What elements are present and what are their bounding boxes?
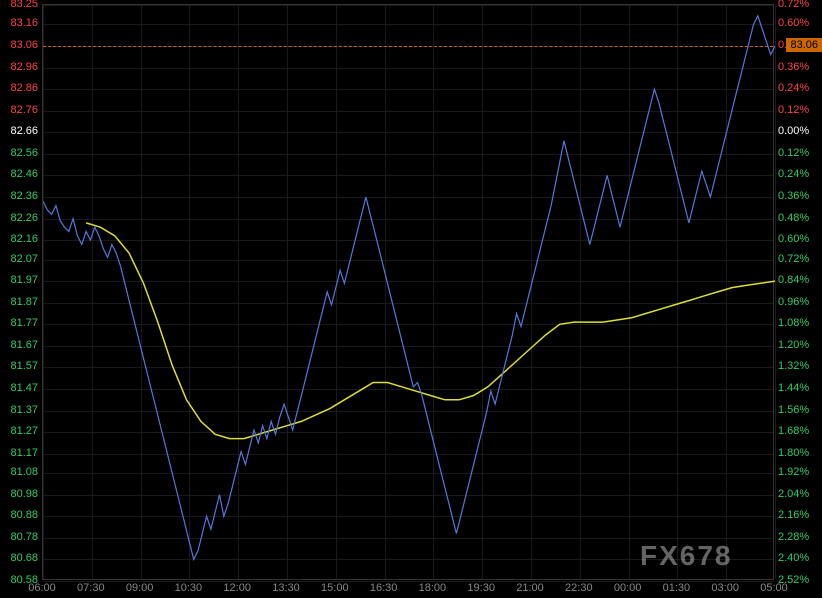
x-tick: 12:00 (223, 582, 251, 594)
x-tick: 05:00 (760, 582, 788, 594)
y-left-tick: 82.66 (10, 125, 38, 137)
y-right-tick: 1.68% (778, 425, 809, 437)
y-right-tick: 0.36% (778, 61, 809, 73)
y-right-tick: 0.60% (778, 233, 809, 245)
y-left-tick: 81.37 (10, 404, 38, 416)
y-right-tick: 0.24% (778, 168, 809, 180)
x-tick: 18:00 (419, 582, 447, 594)
x-tick: 01:30 (663, 582, 691, 594)
x-tick: 19:30 (467, 582, 495, 594)
y-left-tick: 82.56 (10, 147, 38, 159)
x-tick: 10:30 (175, 582, 203, 594)
y-left-tick: 80.88 (10, 509, 38, 521)
y-left-tick: 81.97 (10, 274, 38, 286)
y-axis-right: 0.72% 0.60% 0.48% 0.36% 0.24% 0.12% 0.00% 0.12%… (774, 0, 822, 580)
x-tick: 13:30 (272, 582, 300, 594)
y-right-tick: 0.48% (778, 212, 809, 224)
x-tick: 09:00 (126, 582, 154, 594)
y-left-tick: 82.96 (10, 61, 38, 73)
y-right-tick: 0.12% (778, 147, 809, 159)
y-left-tick: 82.76 (10, 104, 38, 116)
ma-line (86, 223, 775, 439)
y-left-tick: 81.08 (10, 466, 38, 478)
y-right-tick: 1.92% (778, 466, 809, 478)
y-left-tick: 81.57 (10, 360, 38, 372)
y-right-tick: 2.16% (778, 509, 809, 521)
y-left-tick: 82.36 (10, 190, 38, 202)
y-left-tick: 82.16 (10, 233, 38, 245)
y-left-tick: 82.07 (10, 253, 38, 265)
y-right-tick: 1.56% (778, 404, 809, 416)
x-tick: 22:30 (565, 582, 593, 594)
y-left-tick: 83.06 (10, 39, 38, 51)
y-right-tick: 1.80% (778, 447, 809, 459)
y-left-tick: 80.68 (10, 552, 38, 564)
current-price-label: 83.06 (786, 38, 822, 52)
x-tick: 15:00 (321, 582, 349, 594)
x-tick: 03:00 (711, 582, 739, 594)
y-right-tick: 0.36% (778, 190, 809, 202)
y-left-tick: 82.26 (10, 212, 38, 224)
y-right-tick: 0.72% (778, 0, 809, 10)
y-right-tick: 0.84% (778, 274, 809, 286)
x-axis: 06:0007:3009:0010:3012:0013:3015:0016:30… (42, 580, 774, 598)
y-left-tick: 81.47 (10, 382, 38, 394)
x-tick: 06:00 (28, 582, 56, 594)
x-tick: 07:30 (77, 582, 105, 594)
y-right-tick: 0.60% (778, 17, 809, 29)
y-right-tick: 2.28% (778, 531, 809, 543)
price-chart: 83.25 83.16 83.06 82.96 82.86 82.76 82.66 82.56… (0, 0, 822, 598)
y-left-tick: 80.98 (10, 488, 38, 500)
y-right-tick: 1.32% (778, 360, 809, 372)
watermark: FX678 (640, 540, 733, 572)
y-left-tick: 82.46 (10, 168, 38, 180)
y-right-tick: 2.40% (778, 552, 809, 564)
y-right-tick: 0.12% (778, 104, 809, 116)
y-right-tick: 1.44% (778, 382, 809, 394)
y-right-tick: 2.04% (778, 488, 809, 500)
y-left-tick: 82.86 (10, 82, 38, 94)
y-right-tick: 1.20% (778, 339, 809, 351)
y-axis-left: 83.25 83.16 83.06 82.96 82.86 82.76 82.66 82.56… (0, 0, 42, 580)
y-left-tick: 81.17 (10, 447, 38, 459)
y-left-tick: 81.87 (10, 296, 38, 308)
y-right-tick: 0.24% (778, 82, 809, 94)
y-left-tick: 80.78 (10, 531, 38, 543)
y-right-tick: 0.00% (778, 125, 809, 137)
x-tick: 16:30 (370, 582, 398, 594)
x-tick: 21:00 (516, 582, 544, 594)
y-left-tick: 83.16 (10, 17, 38, 29)
y-right-tick: 1.08% (778, 317, 809, 329)
y-left-tick: 81.27 (10, 425, 38, 437)
y-right-tick: 0.72% (778, 253, 809, 265)
price-line (43, 16, 775, 560)
y-right-tick: 0.96% (778, 296, 809, 308)
y-left-tick: 81.67 (10, 339, 38, 351)
plot-area[interactable] (42, 4, 774, 580)
x-tick: 00:00 (614, 582, 642, 594)
y-left-tick: 81.77 (10, 317, 38, 329)
y-left-tick: 83.25 (10, 0, 38, 10)
